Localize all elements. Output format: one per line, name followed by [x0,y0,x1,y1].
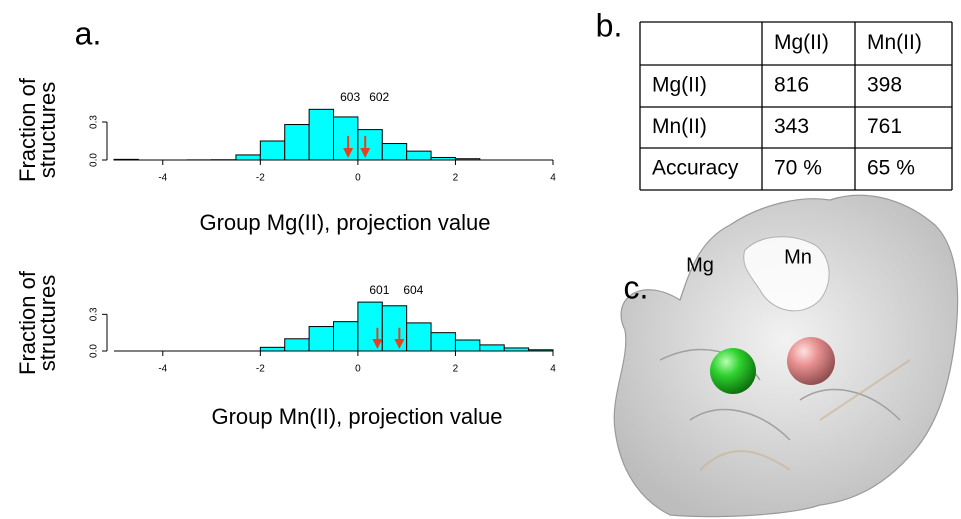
x-tick-label: -4 [158,173,167,184]
table-cell: 761 [867,115,902,138]
y-axis-label: structures [35,275,60,372]
table-cell: 816 [774,74,809,97]
x-tick-label: -2 [256,173,265,184]
histogram-bar [455,340,479,351]
histogram-bar [309,109,333,160]
table-cell: Mg(II) [652,74,707,97]
mn-ion [787,337,835,385]
x-axis-label: Group Mg(II), projection value [199,210,490,235]
x-tick-label: 0 [355,173,361,184]
y-axis-label: structures [35,82,60,179]
histogram-bar [407,151,431,160]
structure-label: Mn [784,246,812,268]
y-tick-label: 0.3 [89,115,100,129]
histogram-bar [260,141,284,160]
panel-label: a. [75,15,102,51]
marker-label: 604 [403,283,423,297]
histogram-bar [480,345,504,351]
histogram-bar [431,333,455,351]
marker-label: 602 [369,90,389,104]
x-tick-label: -4 [158,364,167,375]
table-cell: 398 [867,74,902,97]
panel-label: c. [624,269,649,305]
table-cell: 343 [774,115,809,138]
histogram-bar [382,306,406,351]
histogram-bar [334,117,358,160]
mg-ion [710,348,756,394]
x-tick-label: 2 [453,364,459,375]
table-header: Mn(II) [867,31,922,54]
table-header: Mg(II) [774,31,829,54]
histogram-bar [358,130,382,160]
x-tick-label: -2 [256,364,265,375]
histogram-bar [407,323,431,351]
marker-label: 601 [369,283,389,297]
marker-label: 603 [340,90,360,104]
structure-label: Mg [686,254,714,276]
figure: a.-4-20240.00.3Fraction ofstructuresGrou… [0,0,961,519]
x-tick-label: 0 [355,364,361,375]
histogram-bar [236,155,260,160]
table-cell: Mn(II) [652,115,707,138]
x-tick-label: 4 [550,173,556,184]
histogram-bar [285,125,309,160]
table-cell: 70 % [774,157,822,180]
x-axis-label: Group Mn(II), projection value [211,404,502,429]
histogram-bar [334,322,358,351]
histogram-bar [285,339,309,351]
histogram-bar [260,347,284,351]
histogram-bar [309,327,333,351]
table-cell: Accuracy [652,157,739,180]
y-tick-label: 0.0 [89,344,100,358]
y-tick-label: 0.0 [89,153,100,167]
table-cell: 65 % [867,157,915,180]
histogram-bar [382,144,406,160]
panel-label: b. [596,7,623,43]
y-tick-label: 0.3 [89,307,100,321]
x-tick-label: 4 [550,364,556,375]
molecular-surface [614,195,957,516]
x-tick-label: 2 [453,173,459,184]
